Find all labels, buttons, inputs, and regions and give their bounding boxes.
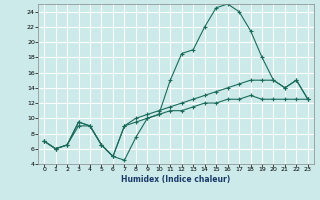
X-axis label: Humidex (Indice chaleur): Humidex (Indice chaleur) — [121, 175, 231, 184]
